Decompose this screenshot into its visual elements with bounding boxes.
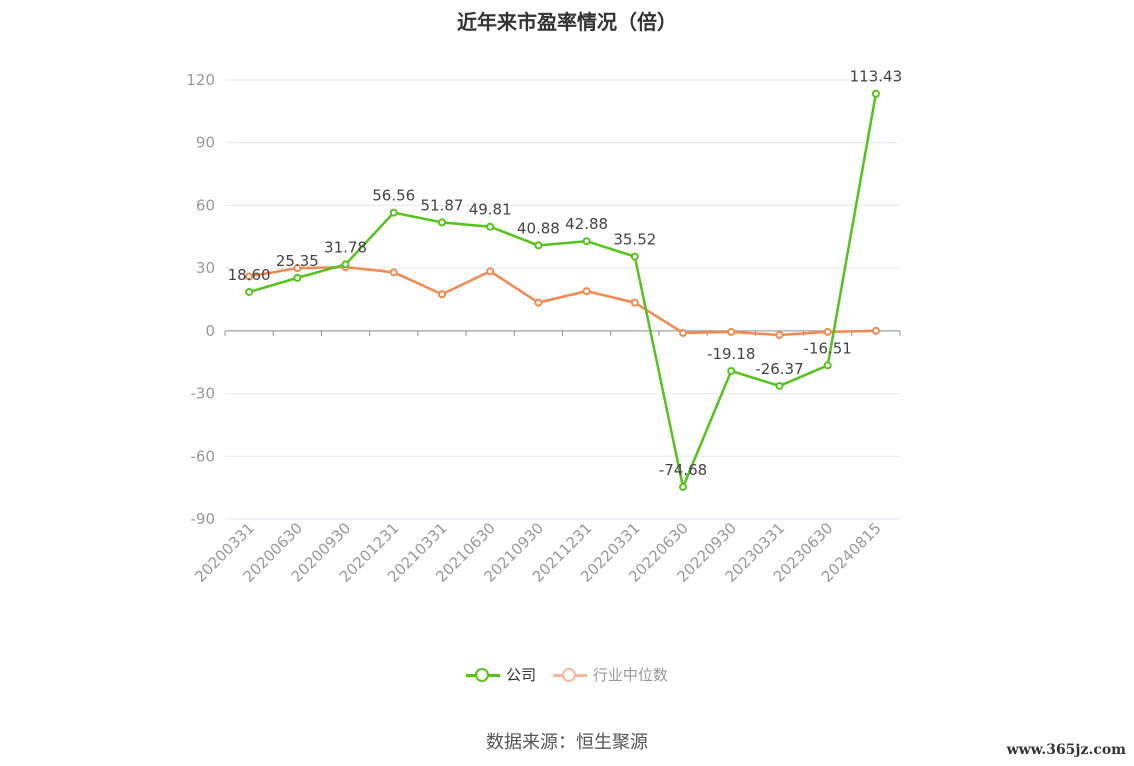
legend-industry-label: 行业中位数 [592, 666, 668, 684]
industry-point [389, 268, 398, 277]
industry-point [293, 264, 302, 273]
company-data-label: 49.81 [469, 201, 512, 219]
company-point [823, 361, 832, 370]
company-data-label: -74.68 [659, 461, 707, 479]
y-tick-label: -30 [191, 385, 216, 403]
company-point [293, 273, 302, 282]
legend: 公司 行业中位数 [0, 664, 1134, 686]
company-point [389, 208, 398, 217]
company-data-label: 25.35 [276, 252, 319, 270]
company-point [871, 89, 880, 98]
watermark: www.365jz.com [1006, 742, 1126, 758]
company-data-label: 42.88 [565, 215, 608, 233]
industry-point [775, 331, 784, 340]
company-point [245, 287, 254, 296]
legend-item-company[interactable]: 公司 [466, 664, 536, 685]
industry-point [486, 267, 495, 276]
company-point [775, 381, 784, 390]
y-tick-label: 0 [205, 322, 215, 340]
company-data-label: -19.18 [707, 345, 755, 363]
industry-point [727, 327, 736, 336]
legend-company-swatch [466, 667, 501, 682]
company-data-label: 51.87 [420, 196, 463, 214]
company-point [630, 252, 639, 261]
industry-line [248, 265, 876, 337]
company-data-label: -16.51 [803, 339, 851, 357]
company-point [486, 222, 495, 231]
legend-item-industry[interactable]: 行业中位数 [552, 664, 668, 685]
company-point [727, 366, 736, 375]
legend-industry-swatch [552, 667, 587, 682]
company-point [341, 260, 350, 269]
industry-point [534, 298, 543, 307]
company-line [248, 93, 878, 489]
y-tick-label: 30 [196, 259, 215, 277]
company-data-label: 35.52 [613, 231, 656, 249]
company-data-label: 40.88 [517, 219, 560, 237]
company-data-label: 18.60 [228, 266, 271, 284]
y-tick-label: -60 [191, 447, 216, 465]
company-data-label: 56.56 [372, 187, 415, 205]
industry-point [245, 272, 254, 281]
source-note: 数据来源：恒生聚源 [486, 732, 648, 753]
industry-point [582, 287, 591, 296]
industry-point [437, 290, 446, 299]
industry-point [630, 298, 639, 307]
chart-title: 近年来市盈率情况（倍） [457, 10, 677, 34]
company-point [582, 237, 591, 246]
y-tick-label: 90 [196, 134, 215, 152]
industry-point [679, 328, 688, 337]
company-point [437, 218, 446, 227]
company-data-label: -26.37 [755, 360, 803, 378]
industry-point [871, 326, 880, 335]
y-tick-label: 120 [186, 71, 215, 89]
legend-company-label: 公司 [506, 666, 537, 684]
industry-point [823, 327, 832, 336]
y-tick-label: 60 [196, 196, 215, 214]
company-point [534, 241, 543, 250]
company-data-label: 31.78 [324, 238, 367, 256]
company-data-label: 113.43 [850, 68, 903, 86]
y-tick-label: -90 [191, 510, 216, 528]
company-point [679, 482, 688, 491]
